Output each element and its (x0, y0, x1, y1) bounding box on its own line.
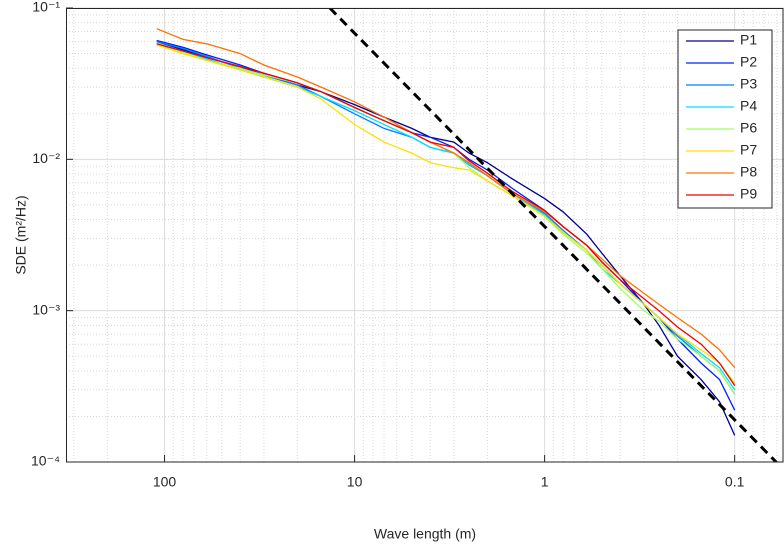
legend-label: P1 (740, 32, 757, 48)
ticks: 100 10 1 0.1 10⁻¹ 10⁻² 10⁻³ 10⁻⁴ (31, 0, 745, 490)
series-line (156, 44, 736, 384)
y-tick-label: 10⁻¹ (32, 0, 60, 15)
reference-line (328, 8, 779, 462)
lines (156, 8, 779, 462)
legend-label: P8 (740, 164, 757, 180)
legend-label: P2 (740, 54, 757, 70)
x-tick-label: 100 (153, 474, 177, 490)
legend: P1 P2 P3 P4 P6 P7 P8 P9 (677, 29, 773, 209)
axes-box (66, 8, 784, 463)
legend-label: P4 (740, 98, 757, 114)
plot-area (66, 8, 783, 462)
y-tick-label: 10⁻³ (32, 301, 60, 317)
x-tick-label: 0.1 (725, 474, 745, 490)
y-tick-label: 10⁻⁴ (31, 453, 60, 469)
legend-label: P9 (740, 186, 757, 202)
legend-label: P3 (740, 76, 757, 92)
series-line (156, 28, 736, 369)
legend-label: P7 (740, 142, 757, 158)
x-tick-label: 10 (347, 474, 363, 490)
series-line (156, 43, 736, 386)
series-line (156, 42, 736, 395)
legend-label: P6 (740, 120, 757, 136)
y-tick-label: 10⁻² (32, 150, 60, 166)
x-tick-label: 1 (541, 474, 549, 490)
x-axis-label: Wave length (m) (374, 526, 476, 542)
legend-box (677, 29, 773, 209)
y-axis-label: SDE (m²/Hz) (13, 195, 29, 274)
